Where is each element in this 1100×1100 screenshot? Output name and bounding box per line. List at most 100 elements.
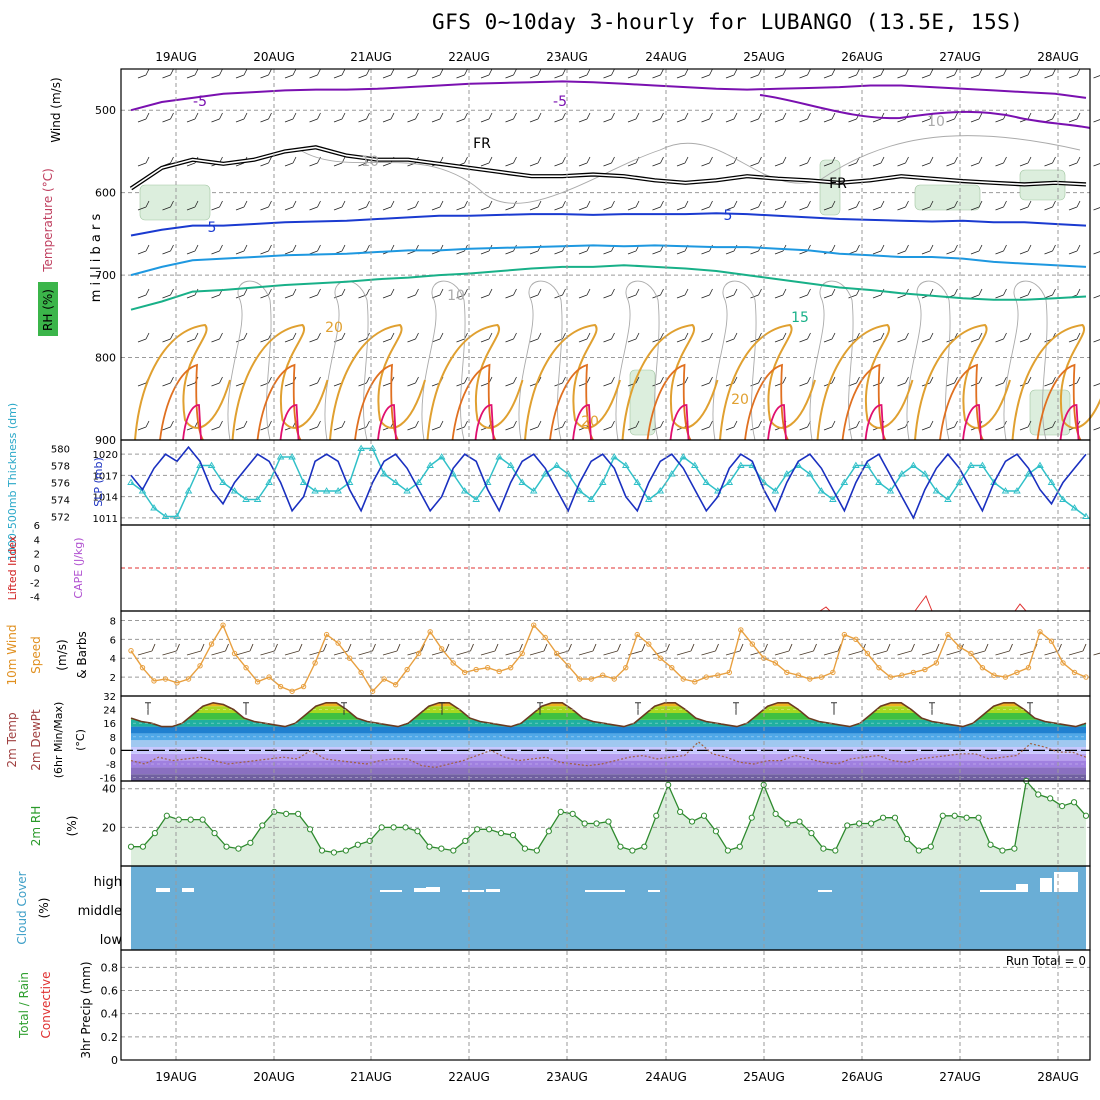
contour-label: -5 — [553, 94, 567, 110]
rh-point — [509, 831, 517, 839]
thickness-point — [679, 453, 688, 460]
rh-point — [593, 820, 600, 827]
wind-barb — [309, 200, 321, 211]
wind-barb — [725, 156, 738, 167]
thickness-point — [978, 461, 987, 468]
rh-point — [318, 847, 326, 854]
cloud-background — [131, 866, 1086, 950]
rh-point — [939, 812, 946, 819]
thickness-slp-panel — [120, 439, 1091, 526]
rh-shade — [139, 184, 211, 221]
precip-tick-label: 0.4 — [101, 1008, 119, 1021]
rh-point — [856, 820, 863, 827]
thickness-point — [725, 478, 734, 485]
li-tick-label: 6 — [34, 521, 40, 532]
wind-barb — [848, 244, 860, 255]
wind-barb — [1019, 68, 1032, 79]
wind-barb — [897, 244, 909, 255]
wind-barb — [946, 200, 958, 211]
wind-speed-point — [738, 627, 744, 633]
wind-barb — [162, 112, 174, 123]
slp-line — [130, 445, 1087, 520]
wind-barb — [456, 643, 474, 656]
thickness-point — [817, 487, 826, 494]
wind-barb — [750, 68, 762, 79]
wind-barb — [235, 68, 248, 79]
rh-point — [462, 837, 469, 844]
rh-point — [223, 843, 230, 850]
wind-barb — [627, 420, 640, 431]
wind-barb — [137, 288, 150, 299]
wind-speed-point — [657, 655, 663, 661]
temperature-lobe-inner — [1036, 363, 1082, 441]
rh-point — [390, 824, 397, 831]
wind-barb — [848, 200, 860, 211]
temperature-lobe-hot — [279, 404, 300, 441]
wind-barb — [946, 156, 958, 167]
wind-barb — [162, 376, 174, 387]
thickness-point — [909, 461, 918, 468]
wind-barb — [431, 288, 444, 299]
temperature-lobe-inner — [451, 363, 497, 441]
wind-speed-point — [151, 678, 157, 684]
li-tick-label: -2 — [30, 578, 40, 589]
rh-tick-label: 40 — [102, 783, 116, 796]
wind-barb — [529, 156, 542, 167]
wind-barb — [382, 112, 395, 123]
li-tick-label: 4 — [34, 535, 40, 546]
temperature-lobe — [914, 323, 1011, 441]
rh-point — [844, 822, 851, 829]
rh-point — [987, 841, 994, 848]
thickness-point — [391, 478, 400, 485]
temperature-lobe-hot — [474, 404, 495, 441]
thickness-point — [472, 495, 480, 502]
wind-barb — [162, 200, 174, 211]
minmax-bar — [635, 702, 641, 715]
rh-point — [414, 828, 421, 835]
wind-barb — [1019, 288, 1032, 299]
thickness-point — [127, 478, 135, 485]
wind-barb — [627, 332, 640, 343]
wind-barb — [382, 68, 395, 79]
minmax-bar — [145, 702, 151, 715]
wind-barb — [309, 112, 321, 123]
wind-barb — [260, 68, 272, 79]
rh-point — [927, 843, 934, 850]
temperature-lobe — [329, 323, 426, 441]
temperature-mask — [131, 696, 1086, 727]
thickness-point — [334, 487, 342, 494]
rh-shade — [914, 184, 981, 211]
rh-point — [832, 847, 839, 854]
wind-barb — [1068, 200, 1081, 211]
rh-point — [1059, 803, 1066, 810]
rh-point — [557, 808, 564, 816]
rh-point — [247, 839, 254, 846]
date-label-bottom: 22AUG — [448, 1070, 490, 1084]
contour-label: 20 — [731, 392, 749, 408]
cloud-level-label: middle — [78, 904, 122, 919]
temperature-lobe-inner — [159, 363, 204, 441]
wind-barb — [186, 643, 205, 656]
wind-barb — [137, 643, 156, 656]
axis-label: 2m RH — [29, 806, 43, 847]
thickness-point — [691, 461, 699, 468]
rh-point — [653, 812, 660, 819]
rh-point — [497, 830, 505, 837]
axis-label: (%) — [65, 816, 79, 837]
wind-speed-point — [507, 664, 514, 671]
wind-barb — [333, 288, 346, 299]
wind-barb — [897, 68, 909, 79]
wind-barb — [1093, 163, 1100, 167]
thickness-tick-label: 574 — [51, 496, 70, 507]
wind-barb — [235, 200, 248, 211]
temperature-lobe-inner — [744, 363, 789, 441]
wind-speed-point — [243, 664, 249, 671]
wind-barb — [382, 288, 395, 299]
li-tick-label: 0 — [34, 564, 40, 575]
y-axis-label: m i l l i b a r s — [89, 214, 104, 303]
wind-speed-point — [1048, 638, 1055, 644]
wind-speed-point — [577, 676, 583, 682]
wind-barb — [260, 156, 272, 167]
wind-barb — [456, 200, 468, 211]
